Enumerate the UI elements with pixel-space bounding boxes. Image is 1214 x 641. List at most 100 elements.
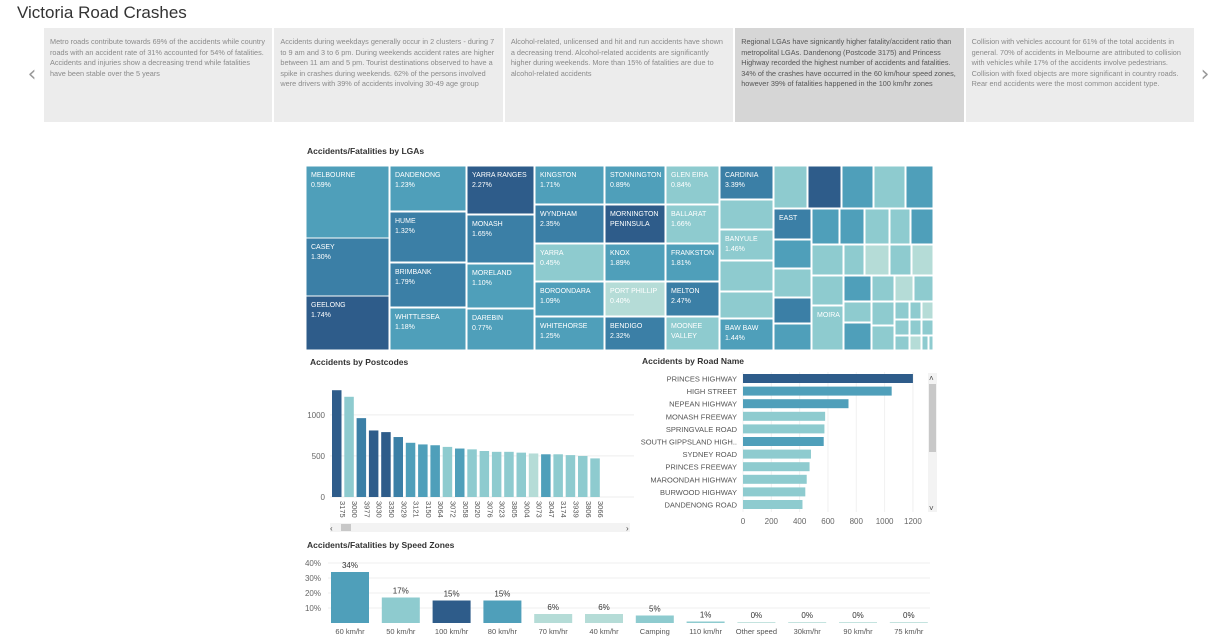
postcode-bar[interactable] [405,442,416,497]
treemap-cell[interactable] [889,208,911,245]
treemap-cell[interactable] [894,319,910,336]
treemap-cell[interactable] [913,275,934,302]
postcode-bar[interactable] [578,455,588,497]
treemap-cell-casey[interactable]: CASEY 1.30% [306,237,390,297]
story-point-1[interactable]: Metro roads contribute towards 69% of th… [44,28,273,122]
treemap-cell[interactable] [773,297,812,324]
treemap-cell-whitehorse[interactable]: WHITEHORSE 1.25% [534,316,605,351]
treemap-cell[interactable] [871,301,895,326]
road-bar-chart[interactable]: 0 200 400 600 800 1000 1200 PRINCES HIGHWAY HIGH… [640,370,940,532]
treemap-cell-dandenong[interactable]: DANDENONG 1.23% [389,166,467,212]
postcode-scrollbar-track[interactable] [330,523,630,532]
treemap-cell[interactable] [871,275,895,302]
road-scrollbar-thumb[interactable] [929,384,936,452]
treemap-cell-port-phillip[interactable]: PORT PHILLIP 0.40% [604,281,666,317]
treemap-cell[interactable] [811,244,844,276]
treemap-cell-ballarat[interactable]: BALLARAT 1.66% [665,204,720,244]
treemap-cell-boroondara[interactable]: BOROONDARA 1.09% [534,281,605,317]
postcode-bar[interactable] [491,451,502,497]
treemap-cell[interactable] [909,319,922,336]
speed-zone-bar[interactable] [737,622,776,623]
scroll-up-icon[interactable]: ˄ [929,374,934,383]
treemap-cell[interactable] [719,291,774,319]
postcode-bar[interactable] [332,390,342,497]
postcode-bar[interactable] [356,418,367,497]
postcode-scrollbar-thumb[interactable] [341,524,351,531]
speed-zone-bar[interactable] [686,621,725,624]
road-bar[interactable] [743,500,803,509]
treemap-cell[interactable] [841,166,874,209]
treemap-cell-wyndham[interactable]: WYNDHAM 2.35% [534,204,605,244]
treemap-cell[interactable] [894,275,914,302]
treemap-cell-moonee-valley[interactable]: MOONEE VALLEY [665,316,720,351]
story-point-5[interactable]: Collision with vehicles account for 61% … [965,28,1195,122]
scroll-down-icon[interactable]: ˅ [929,504,934,513]
treemap-cell[interactable] [864,244,890,276]
treemap-cell-whittlesea[interactable]: WHITTLESEA 1.18% [389,307,467,351]
treemap-cell-monash[interactable]: MONASH 1.65% [466,214,535,264]
speed-zone-bar[interactable] [432,600,471,624]
postcode-bar[interactable] [565,455,576,497]
treemap-cell[interactable] [921,335,929,351]
treemap-cell-bendigo[interactable]: BENDIGO 2.32% [604,316,666,351]
postcode-bar[interactable] [381,432,391,497]
postcode-bar[interactable] [418,444,428,497]
postcode-bar[interactable] [504,451,514,497]
treemap-cell[interactable] [843,275,872,302]
road-bar[interactable] [743,437,824,446]
treemap-cell-banyule[interactable]: BANYULE 1.46% [719,229,774,261]
road-bar[interactable] [743,449,811,459]
speed-zone-bar[interactable] [331,572,369,623]
treemap-cell-darebin[interactable]: DAREBIN 0.77% [466,308,535,351]
treemap-cell-yarra[interactable]: YARRA 0.45% [534,243,605,282]
road-bar[interactable] [743,374,913,383]
postcode-bar[interactable] [467,449,477,497]
treemap-cell-east[interactable]: EAST [773,208,812,240]
postcode-bar[interactable] [541,454,551,497]
treemap-cell[interactable] [864,208,890,245]
road-bar[interactable] [743,386,892,396]
postcode-bar[interactable] [368,430,379,497]
speed-zone-bar[interactable] [889,622,928,623]
story-point-3[interactable]: Alcohol-related, unlicensed and hit and … [504,28,734,122]
treemap-cell-cardinia[interactable]: CARDINIA 3.39% [719,166,774,200]
road-bar[interactable] [743,424,825,434]
treemap-cell[interactable] [773,268,812,298]
treemap-cell[interactable] [921,319,934,336]
treemap-cell[interactable] [773,323,812,351]
previous-story-arrow-icon[interactable]: ‹ [27,62,37,87]
treemap-cell-frankston[interactable]: FRANKSTON 1.81% [665,243,720,282]
treemap-cell-kingston[interactable]: KINGSTON 1.71% [534,166,605,205]
treemap-cell[interactable] [811,275,844,306]
lga-treemap[interactable]: MELBOURNE 0.59% CASEY 1.30% GEELONG 1.74% DAND… [306,166,934,351]
treemap-cell-stonnington[interactable]: STONNINGTON 0.89% [604,166,666,205]
scroll-left-icon[interactable]: ‹ [330,524,333,533]
treemap-cell[interactable] [910,208,934,245]
story-point-4-selected[interactable]: Regional LGAs have signicantly higher fa… [735,28,964,122]
treemap-cell[interactable] [911,244,934,276]
speed-zone-bar[interactable] [483,600,522,624]
treemap-cell[interactable] [719,260,774,292]
treemap-cell[interactable] [843,301,872,323]
treemap-cell-baw-baw[interactable]: BAW BAW 1.44% [719,318,774,351]
treemap-cell-brimbank[interactable]: BRIMBANK 1.79% [389,262,467,308]
treemap-cell[interactable] [894,335,910,351]
speed-zone-bar[interactable] [788,622,827,623]
treemap-cell[interactable] [839,208,865,245]
road-bar[interactable] [743,399,849,409]
treemap-cell[interactable] [909,335,922,351]
road-bar[interactable] [743,487,806,497]
treemap-cell-yarra-ranges[interactable]: YARRA RANGES 2.27% [466,166,535,215]
postcode-bar[interactable] [528,453,539,497]
treemap-cell-glen-eira[interactable]: GLEN EIRA 0.84% [665,166,720,205]
treemap-cell[interactable] [894,301,910,320]
postcode-bar[interactable] [442,446,453,497]
treemap-cell[interactable] [909,301,922,320]
treemap-cell-moira[interactable]: MOIRA [811,305,844,351]
treemap-cell[interactable] [807,166,842,209]
treemap-cell[interactable] [719,199,774,230]
road-bar[interactable] [743,474,807,484]
treemap-cell[interactable] [873,166,906,209]
speed-zone-bar[interactable] [585,614,623,623]
treemap-cell-melton[interactable]: MELTON 2.47% [665,281,720,317]
